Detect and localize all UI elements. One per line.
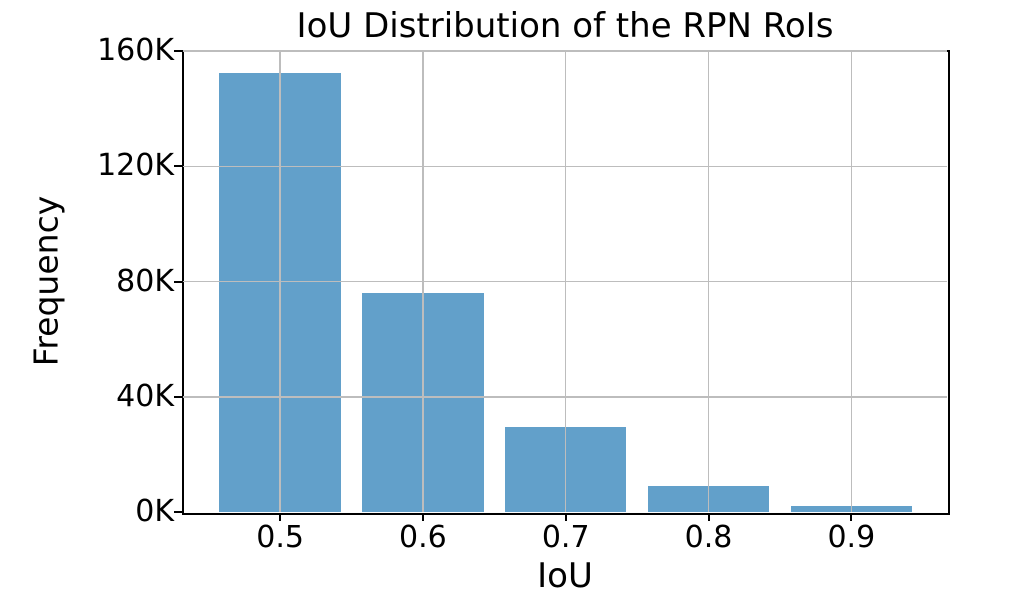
y-tick-label: 0K (135, 494, 174, 529)
x-tick-label: 0.8 (684, 520, 733, 555)
y-tick-mark (174, 280, 182, 283)
chart-title: IoU Distribution of the RPN RoIs (296, 6, 834, 46)
x-tick-mark (279, 513, 282, 521)
x-tick-label: 0.9 (827, 520, 876, 555)
y-tick-label: 120K (97, 148, 174, 184)
y-tick-mark (174, 511, 182, 513)
x-axis-label: IoU (537, 556, 593, 596)
y-tick-mark (174, 165, 182, 168)
y-tick-mark (174, 395, 182, 398)
x-tick-label: 0.5 (256, 520, 304, 555)
y-tick-label: 80K (116, 263, 174, 299)
y-tick-mark (174, 50, 182, 52)
x-tick-mark (850, 513, 853, 521)
y-tick-label: 40K (116, 378, 174, 414)
gridline-horizontal (183, 165, 947, 167)
y-tick-label: 160K (97, 33, 174, 68)
x-tick-label: 0.6 (399, 520, 447, 555)
x-tick-label: 0.7 (541, 520, 590, 555)
gridline-horizontal (183, 50, 947, 52)
gridline-horizontal (183, 396, 947, 398)
x-tick-mark (421, 513, 424, 521)
plot-area (183, 50, 947, 512)
x-tick-mark (707, 513, 710, 521)
x-tick-mark (564, 513, 567, 521)
gridline-horizontal (183, 280, 947, 283)
